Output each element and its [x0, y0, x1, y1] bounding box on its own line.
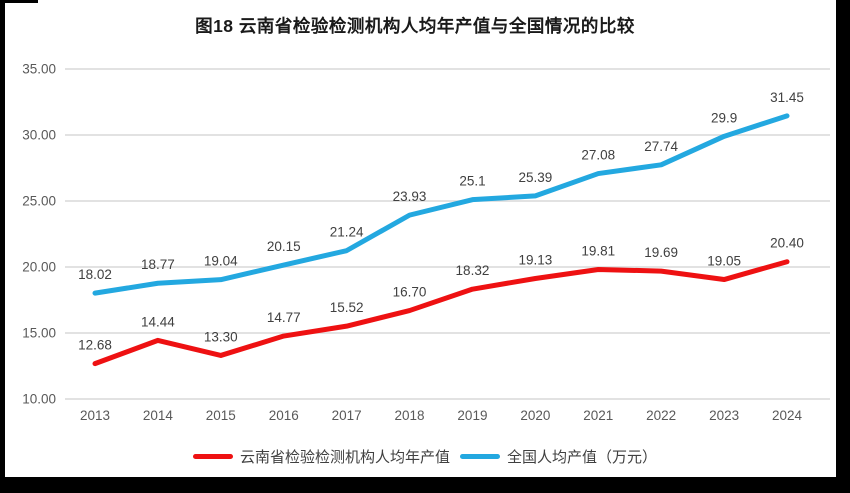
scan-border-bottom [0, 477, 850, 493]
legend-label-national: 全国人均产值（万元） [507, 449, 658, 466]
data-label: 20.40 [770, 236, 804, 251]
x-tick-label: 2014 [143, 408, 174, 423]
data-label: 18.32 [456, 263, 490, 278]
data-label: 19.81 [581, 244, 615, 259]
x-tick-label: 2024 [772, 408, 803, 423]
data-label: 19.04 [204, 254, 238, 269]
chart-title: 图18 云南省检验检测机构人均年产值与全国情况的比较 [195, 16, 635, 36]
x-tick-label: 2019 [457, 408, 487, 423]
data-label: 25.39 [518, 170, 552, 185]
scan-border-top-left [0, 0, 38, 3]
data-label: 14.77 [267, 310, 301, 325]
x-tick-label: 2016 [269, 408, 299, 423]
data-label: 13.30 [204, 329, 238, 344]
x-tick-label: 2020 [520, 408, 550, 423]
data-label: 29.9 [711, 110, 737, 125]
data-label: 16.70 [393, 285, 427, 300]
y-tick-label: 20.00 [22, 260, 56, 275]
data-label: 19.05 [707, 254, 741, 269]
data-label: 25.1 [459, 174, 485, 189]
y-tick-label: 15.00 [22, 326, 56, 341]
x-tick-label: 2013 [80, 408, 110, 423]
data-label: 27.74 [644, 139, 678, 154]
legend-label-yunnan: 云南省检验检测机构人均年产值 [239, 449, 450, 466]
x-tick-label: 2022 [646, 408, 676, 423]
chart-legend: 云南省检验检测机构人均年产值 全国人均产值（万元） [0, 446, 850, 467]
series-line [92, 259, 790, 367]
series-line [92, 113, 790, 296]
y-tick-label: 35.00 [22, 62, 56, 77]
data-label: 19.69 [644, 245, 678, 260]
data-label: 19.13 [518, 252, 552, 267]
legend-line-swatch-red [192, 454, 233, 459]
y-tick-label: 10.00 [22, 392, 56, 407]
x-tick-label: 2021 [583, 408, 613, 423]
y-tick-label: 25.00 [22, 194, 56, 209]
y-tick-label: 30.00 [22, 128, 56, 143]
data-label: 18.02 [78, 267, 112, 282]
x-tick-label: 2023 [709, 408, 739, 423]
x-tick-label: 2017 [332, 408, 362, 423]
legend-item-yunnan: 云南省检验检测机构人均年产值 [192, 446, 450, 467]
data-label: 12.68 [78, 338, 112, 353]
data-label: 31.45 [770, 90, 804, 105]
data-label: 20.15 [267, 239, 301, 254]
data-label: 23.93 [393, 189, 427, 204]
x-tick-label: 2015 [206, 408, 236, 423]
data-label: 14.44 [141, 314, 175, 329]
scan-border-right [836, 0, 850, 493]
data-label: 15.52 [330, 300, 364, 315]
legend-item-national: 全国人均产值（万元） [460, 446, 657, 467]
scan-border-left [0, 0, 5, 493]
data-label: 27.08 [581, 148, 615, 163]
x-tick-label: 2018 [395, 408, 425, 423]
legend-line-swatch-blue [460, 454, 500, 459]
data-label: 18.77 [141, 257, 175, 272]
data-label: 21.24 [330, 225, 364, 240]
